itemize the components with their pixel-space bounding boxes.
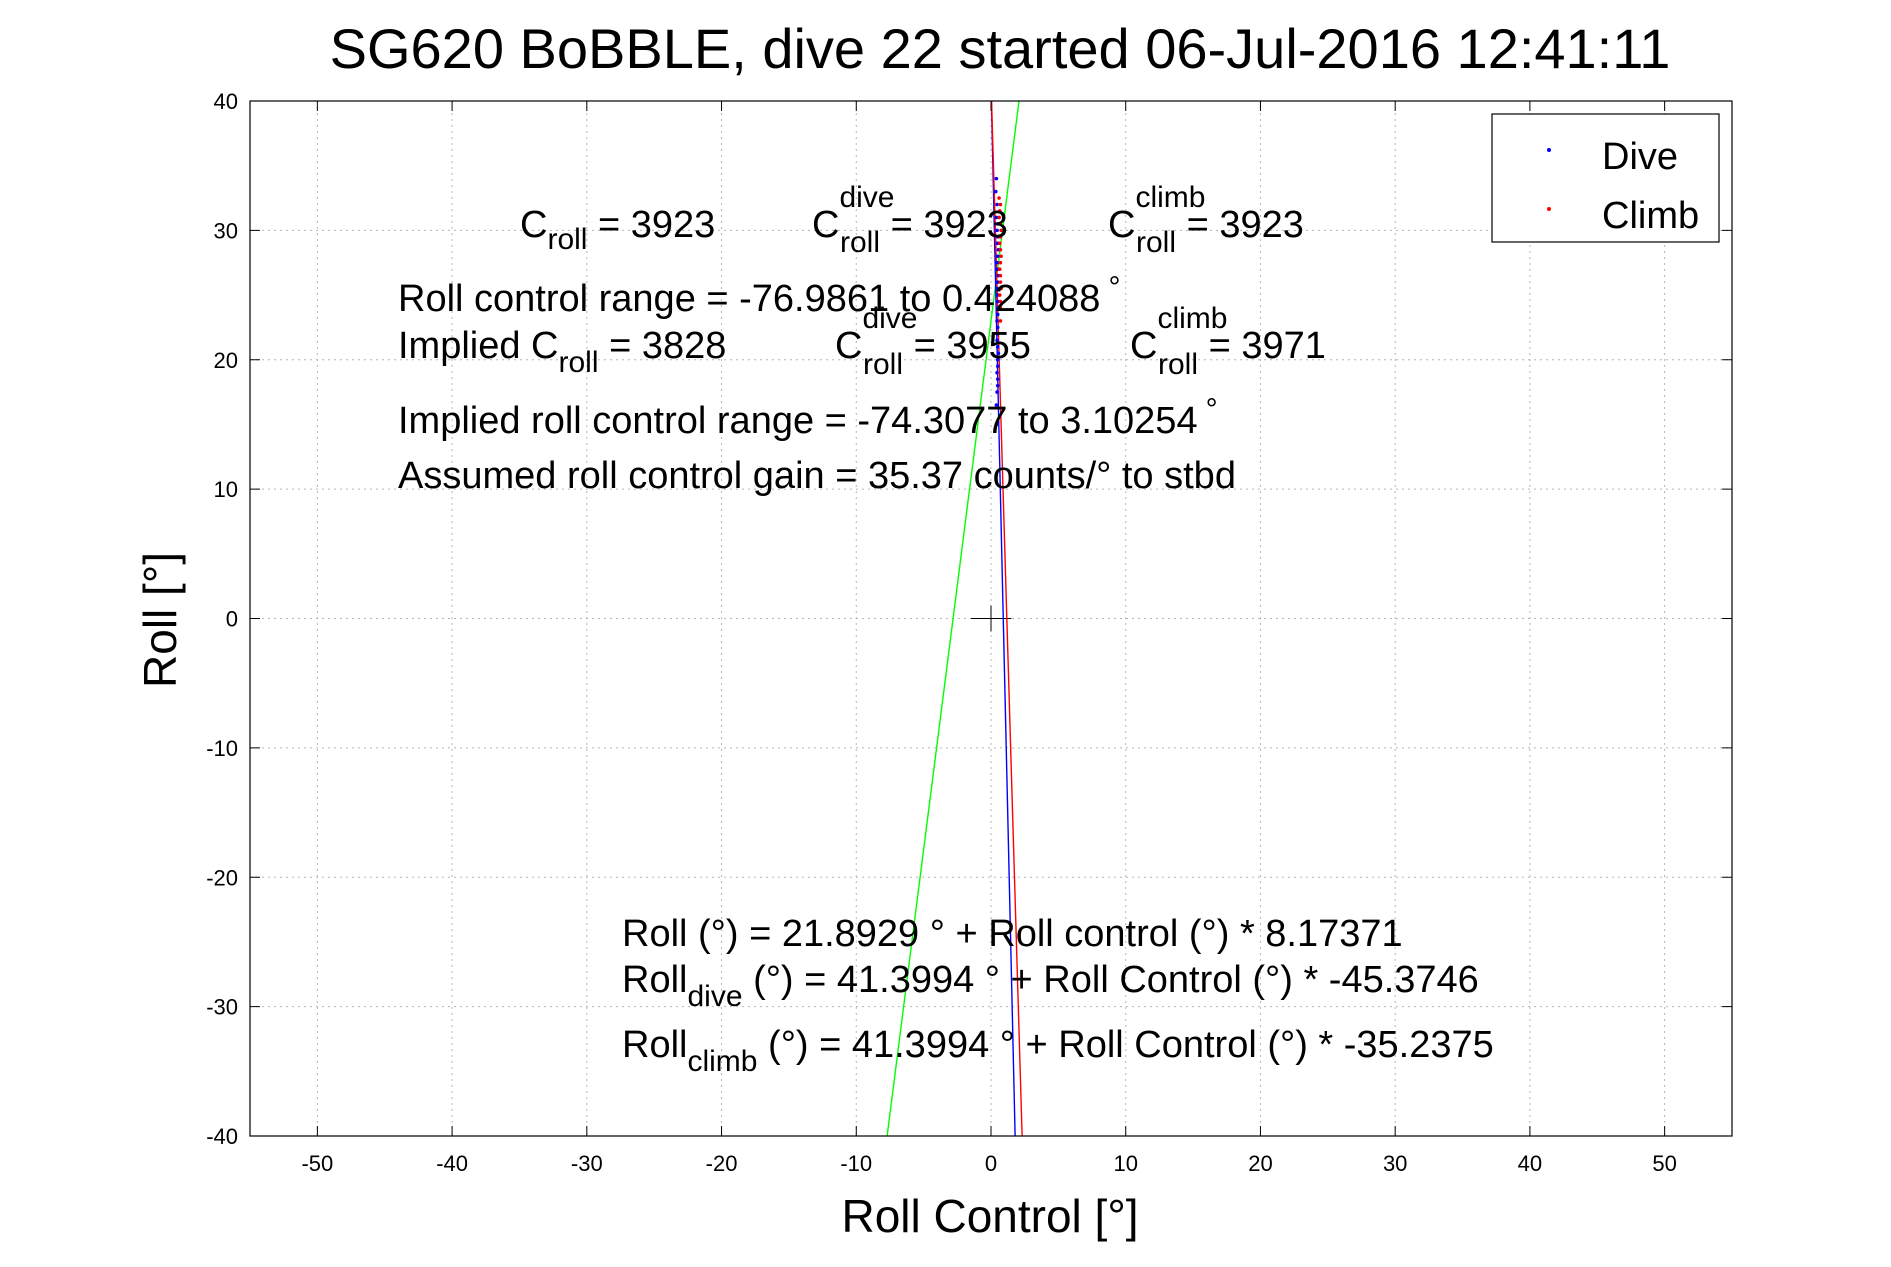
data-point-climb	[998, 319, 1003, 323]
data-point-dive	[995, 390, 999, 394]
data-point-dive	[995, 338, 999, 343]
annotation-fit-climb: Rollclimb (°) = 41.3994 ° + Roll Control…	[622, 1024, 1494, 1078]
data-point-dive	[995, 357, 1000, 362]
y-axis-label: Roll [°]	[134, 552, 186, 688]
y-tick-label: 40	[214, 89, 238, 114]
y-tick-label: 20	[214, 348, 238, 373]
x-tick-label: 40	[1518, 1151, 1542, 1176]
data-point-dive	[995, 254, 1000, 259]
y-tick-label: 0	[226, 607, 238, 632]
x-tick-label: 20	[1248, 1151, 1272, 1176]
data-point-climb	[999, 286, 1003, 291]
annotation-implied-c-roll-dive: Cdive roll = 3955	[835, 302, 1031, 381]
data-point-dive	[995, 383, 1000, 388]
annotation-fit-dive: Rolldive (°) = 41.3994 ° + Roll Control …	[622, 959, 1479, 1013]
data-point-dive	[994, 176, 999, 181]
data-point-climb	[997, 267, 1002, 271]
data-point-dive	[995, 325, 1000, 330]
data-point-dive	[995, 370, 999, 375]
data-point-dive	[995, 319, 999, 323]
legend-label-climb: Climb	[1602, 195, 1699, 237]
data-point-dive	[995, 377, 1000, 381]
data-point-climb	[998, 260, 1003, 265]
data-point-dive	[996, 351, 1001, 356]
x-tick-label: 0	[985, 1151, 997, 1176]
legend-marker-climb	[1547, 207, 1551, 211]
data-point-dive	[995, 332, 1000, 336]
data-point-climb	[998, 222, 1003, 226]
data-point-climb	[997, 293, 1002, 297]
legend-label-dive: Dive	[1602, 136, 1678, 178]
x-tick-label: 10	[1113, 1151, 1137, 1176]
y-tick-label: -30	[206, 995, 238, 1020]
data-point-dive	[995, 312, 1000, 317]
annotation-gain: Assumed roll control gain = 35.37 counts…	[398, 455, 1236, 497]
legend-marker-dive	[1547, 148, 1551, 152]
data-point-dive	[993, 189, 998, 194]
y-tick-label: -20	[206, 865, 238, 890]
data-point-dive	[995, 222, 1000, 226]
data-point-dive	[995, 280, 1000, 284]
y-tick-label: -40	[206, 1124, 238, 1149]
data-point-climb	[999, 228, 1003, 233]
fit-lines	[886, 100, 1023, 1137]
annotation-fit-all: Roll (°) = 21.8929 ° + Roll control (°) …	[622, 913, 1403, 955]
fit-line	[990, 100, 1016, 1137]
data-point-climb	[998, 306, 1003, 310]
x-tick-label: -20	[706, 1151, 738, 1176]
legend: Dive Climb	[1491, 113, 1720, 243]
annotation-roll-control-range: Roll control range = -76.9861 to 0.42408…	[398, 271, 1120, 320]
annotation-implied-c-roll-climb: Cclimb roll = 3971	[1130, 302, 1326, 381]
data-point-dive	[995, 299, 1000, 304]
data-point-dive	[995, 228, 999, 233]
x-tick-label: -40	[436, 1151, 468, 1176]
data-point-climb	[998, 247, 1003, 252]
data-point-dive	[995, 345, 1000, 349]
data-point-dive	[995, 364, 1000, 369]
data-point-climb	[997, 196, 1001, 200]
x-tick-label: -30	[571, 1151, 603, 1176]
annotations: Croll = 3923 Cdive roll = 3923 Cclimb roll…	[398, 181, 1494, 1078]
data-points	[993, 176, 1003, 427]
annotation-c-roll-dive: Cdive roll = 3923	[812, 181, 1008, 259]
fit-line	[990, 100, 1023, 1137]
axis-ticks: -50 -40 -30 -20 -10 0 10 20 30 40 50 -40 -30 -20 -10 0 1…	[206, 89, 1732, 1176]
data-point-dive	[994, 215, 999, 220]
x-tick-label: -10	[840, 1151, 872, 1176]
x-axis-label: Roll Control [°]	[841, 1190, 1138, 1242]
data-point-dive	[995, 260, 999, 265]
data-point-climb	[998, 273, 1003, 278]
data-point-climb	[998, 280, 1003, 284]
data-point-dive	[995, 202, 999, 207]
legend-box	[1491, 113, 1720, 243]
x-tick-label: 30	[1383, 1151, 1407, 1176]
data-point-climb	[998, 202, 1003, 207]
data-point-climb	[998, 235, 1003, 239]
data-point-dive	[995, 235, 1000, 239]
x-tick-label: 50	[1652, 1151, 1676, 1176]
data-point-climb	[997, 215, 1001, 220]
data-point-climb	[997, 209, 1002, 213]
chart-title: SG620 BoBBLE, dive 22 started 06-Jul-201…	[330, 17, 1671, 80]
data-point-dive	[994, 403, 999, 407]
annotation-implied-c-roll: Implied Croll = 3828	[398, 325, 726, 379]
annotation-implied-range: Implied roll control range = -74.3077 to…	[398, 393, 1218, 442]
annotation-c-roll: Croll = 3923	[520, 204, 715, 256]
data-point-dive	[995, 286, 999, 291]
y-tick-label: -10	[206, 736, 238, 761]
annotation-c-roll-climb: Cclimb roll = 3923	[1108, 181, 1304, 259]
data-point-climb	[998, 299, 1003, 304]
data-point-dive	[994, 422, 999, 427]
data-point-climb	[997, 241, 1002, 246]
data-point-climb	[999, 254, 1003, 259]
y-tick-label: 30	[214, 218, 238, 243]
x-tick-label: -50	[301, 1151, 333, 1176]
y-tick-label: 10	[214, 477, 238, 502]
